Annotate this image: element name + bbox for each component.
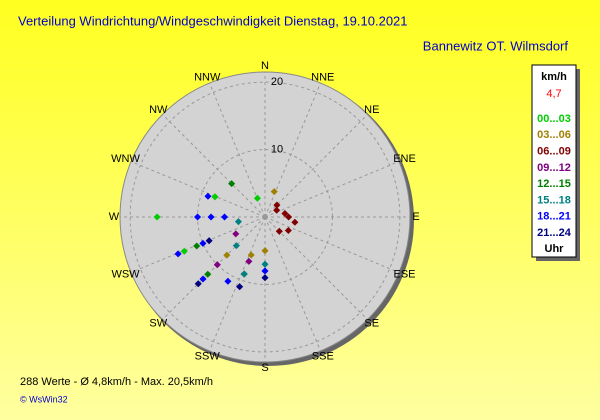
- direction-label: WSW: [111, 269, 140, 281]
- legend-entry: 15...18: [537, 194, 571, 206]
- direction-label: W: [109, 211, 120, 223]
- wind-point: [245, 257, 253, 265]
- footer-stats: 288 Werte - Ø 4,8km/h - Max. 20,5km/h: [20, 376, 213, 388]
- wind-point: [261, 267, 269, 275]
- legend-box: [531, 64, 577, 258]
- wind-point: [234, 218, 242, 226]
- wind-point: [220, 213, 229, 221]
- direction-label: S: [261, 362, 268, 374]
- r-tick-label: 20: [271, 76, 283, 88]
- direction-label: N: [261, 60, 269, 72]
- wind-point: [247, 251, 255, 259]
- wind-point: [204, 270, 212, 278]
- wind-point: [291, 218, 299, 226]
- direction-label: SSE: [312, 350, 334, 362]
- legend-footer: Uhr: [545, 243, 565, 255]
- wind-point: [275, 227, 283, 235]
- spoke: [264, 216, 400, 273]
- wind-point: [194, 213, 202, 221]
- spoke: [162, 216, 266, 320]
- wind-point: [232, 230, 240, 238]
- wind-point: [211, 193, 219, 201]
- wind-point: [273, 201, 281, 209]
- direction-label: ENE: [393, 153, 416, 165]
- wind-point: [236, 283, 244, 291]
- wind-point: [205, 237, 213, 245]
- wind-point: [174, 250, 182, 258]
- wind-point: [199, 239, 207, 247]
- wind-point: [253, 194, 261, 202]
- direction-label: NNW: [194, 71, 221, 83]
- legend-value: 4,7: [546, 88, 561, 100]
- spoke: [264, 114, 368, 218]
- spoke: [264, 216, 368, 320]
- wind-point: [261, 260, 269, 268]
- direction-label: SW: [149, 318, 167, 330]
- legend-entry: 06...09: [537, 146, 571, 158]
- wind-point: [213, 261, 221, 269]
- copyright: © WsWin32: [20, 394, 68, 404]
- spoke: [264, 161, 400, 218]
- direction-label: ESE: [393, 269, 415, 281]
- r-tick-label: 10: [271, 143, 283, 155]
- wind-point: [194, 280, 202, 288]
- wind-point: [285, 213, 293, 221]
- direction-label: NNE: [311, 71, 334, 83]
- wind-point: [193, 242, 201, 250]
- spoke: [209, 216, 266, 352]
- wind-point: [207, 213, 215, 221]
- grid-ring: [129, 81, 401, 353]
- direction-label: E: [412, 211, 419, 223]
- legend-entry: 09...12: [537, 162, 571, 174]
- wind-point: [232, 242, 240, 250]
- wind-point: [284, 226, 292, 235]
- direction-label: SE: [364, 318, 379, 330]
- legend-entry: 12...15: [537, 178, 571, 190]
- wind-point: [281, 209, 289, 218]
- legend-entry: 18...21: [537, 211, 571, 223]
- wind-point: [261, 274, 269, 282]
- wind-point: [224, 277, 232, 285]
- wind-point: [204, 192, 212, 200]
- legend-entry: 03...06: [537, 129, 571, 141]
- wind-point: [273, 206, 281, 214]
- direction-label: SSW: [195, 350, 221, 362]
- legend-entry: 21...24: [537, 227, 572, 239]
- direction-label: WNW: [111, 153, 140, 165]
- spoke: [264, 216, 321, 352]
- wind-point: [223, 251, 231, 259]
- wind-point: [270, 188, 278, 196]
- wind-point: [180, 247, 188, 255]
- wind-point: [153, 213, 161, 221]
- wind-point: [199, 275, 207, 283]
- legend-entry: 00...03: [537, 113, 571, 125]
- chart-subtitle: Bannewitz OT. Wilmsdorf: [423, 38, 569, 53]
- spoke: [209, 82, 266, 218]
- direction-label: NW: [149, 104, 168, 116]
- wind-point: [240, 270, 248, 278]
- chart-title: Verteilung Windrichtung/Windgeschwindigk…: [18, 13, 408, 28]
- spoke: [162, 114, 266, 218]
- wind-point: [261, 247, 269, 255]
- direction-label: NE: [364, 104, 379, 116]
- wind-point: [228, 180, 236, 188]
- spoke: [130, 161, 266, 218]
- legend-unit: km/h: [541, 71, 567, 83]
